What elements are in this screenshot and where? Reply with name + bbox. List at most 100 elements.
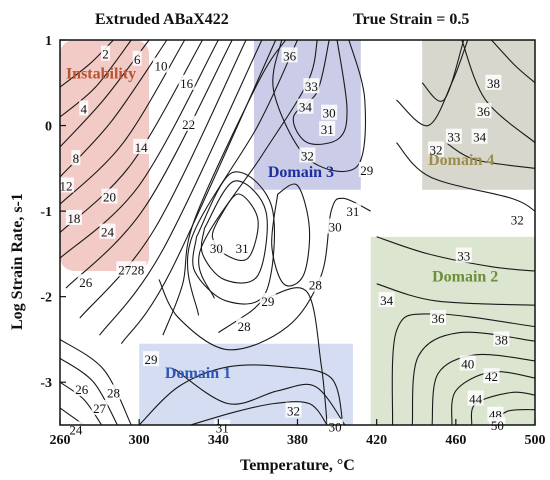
contour-label-bg	[105, 384, 122, 400]
contour-label-bg	[475, 103, 492, 119]
contour-label-23: 30	[329, 220, 342, 235]
contour-label-4: 16	[180, 76, 194, 91]
contour-line-22	[218, 287, 328, 426]
x-tick-label-260: 260	[50, 433, 71, 448]
contour-label-50: 32	[287, 403, 300, 418]
contour-label-bg	[285, 402, 302, 418]
x-axis-ticks: 260 300 340 380 420 460 500	[50, 419, 546, 448]
contour-line-32	[421, 39, 465, 102]
contour-line-38	[391, 313, 536, 426]
contour-line-26	[59, 338, 132, 426]
contour-label-bg	[101, 188, 118, 204]
x-tick-label-420: 420	[366, 433, 387, 448]
contour-label-20: 32	[301, 149, 314, 164]
contour-label-bg	[281, 47, 298, 63]
contour-line-18	[200, 180, 268, 284]
contour-label-bg	[152, 57, 169, 73]
contour-label-bg	[73, 381, 90, 397]
contour-label-2: 6	[134, 52, 141, 67]
contour-line-37	[376, 283, 536, 306]
contour-label-bg	[259, 292, 276, 308]
contour-label-44: 29	[145, 352, 158, 367]
contour-label-bg	[459, 355, 476, 371]
y-tick-label-0: 0	[45, 120, 52, 135]
contour-line-8	[65, 39, 233, 289]
contour-label-5: 4	[81, 101, 88, 116]
contour-label-bg	[327, 218, 344, 234]
contour-label-1: 2	[102, 47, 109, 62]
contour-label-40: 42	[485, 369, 498, 384]
contour-line-34	[461, 39, 536, 144]
contour-label-27: 29	[261, 294, 274, 309]
contour-line-25	[138, 364, 344, 426]
strain-title: True Strain = 0.5	[353, 11, 469, 28]
contour-line-31	[396, 39, 469, 127]
contour-label-bg	[321, 104, 338, 120]
contour-line-41	[451, 371, 536, 426]
contour-line-10	[99, 39, 263, 336]
x-tick-label-300: 300	[129, 433, 150, 448]
contour-label-19: 31	[321, 122, 334, 137]
contour-line-40	[431, 353, 536, 426]
contour-label-28: 28	[238, 319, 251, 334]
contour-label-36: 34	[380, 293, 394, 308]
contour-label-bg	[71, 150, 81, 166]
y-axis-ticks: -3 -2 -1 0 1	[40, 34, 66, 391]
contour-label-22: 31	[346, 204, 359, 219]
contour-label-bg	[180, 115, 197, 131]
region-label-layer: Instability Domain 3 Domain 4 Domain 2 Domai…	[66, 66, 498, 382]
contour-label-51: 30	[329, 420, 342, 435]
contour-label-33: 34	[473, 130, 487, 145]
contour-line-23	[174, 368, 346, 426]
contour-label-29: 38	[487, 76, 500, 91]
x-tick-label-380: 380	[287, 433, 308, 448]
contour-label-bg	[358, 162, 375, 178]
contour-line-2	[59, 39, 132, 118]
contour-line-24	[190, 401, 328, 426]
contour-line-30	[396, 142, 536, 212]
contour-label-8: 8	[73, 151, 80, 166]
contour-label-bg	[509, 211, 526, 227]
region-domain-3-area	[253, 40, 361, 190]
contour-line-42	[470, 391, 536, 426]
contour-label-bg	[91, 399, 108, 415]
y-tick-label-neg1: -1	[40, 205, 52, 220]
contour-label-bg	[79, 100, 89, 116]
region-domain-1-area	[139, 343, 353, 425]
contour-label-17: 34	[299, 100, 313, 115]
contour-label-6: 14	[135, 140, 149, 155]
x-tick-label-340: 340	[208, 433, 229, 448]
contour-label-bg	[132, 50, 142, 66]
contour-line-17	[211, 193, 259, 261]
contour-label-15: 36	[283, 48, 297, 63]
contour-label-41: 44	[469, 391, 483, 406]
contour-label-bg	[116, 261, 147, 277]
region-label-domain-3: Domain 3	[268, 164, 334, 181]
contour-line-1	[59, 39, 114, 88]
contour-label-bg	[143, 351, 160, 367]
contour-label-bg	[307, 276, 324, 292]
contour-label-bg	[65, 209, 82, 225]
contour-label-48: 24	[69, 422, 83, 437]
contour-label-bg	[208, 239, 225, 255]
contour-label-bg	[77, 274, 94, 290]
x-tick-label-460: 460	[445, 433, 466, 448]
contour-label-bg	[299, 147, 316, 163]
contour-line-7	[59, 39, 219, 259]
contour-label-bg	[236, 317, 253, 333]
contour-label-30: 36	[477, 104, 491, 119]
contour-label-bg	[428, 141, 445, 157]
contour-label-bg	[493, 331, 510, 347]
contour-label-12: 24	[101, 225, 115, 240]
contour-line-11	[120, 39, 277, 345]
contour-label-14: 26	[79, 275, 93, 290]
contour-label-bg	[101, 45, 111, 61]
contour-label-bg	[303, 78, 320, 94]
contour-label-3: 10	[154, 59, 167, 74]
contour-label-bg	[378, 292, 395, 308]
contour-label-bg	[483, 368, 500, 384]
contour-label-bg	[430, 310, 447, 326]
